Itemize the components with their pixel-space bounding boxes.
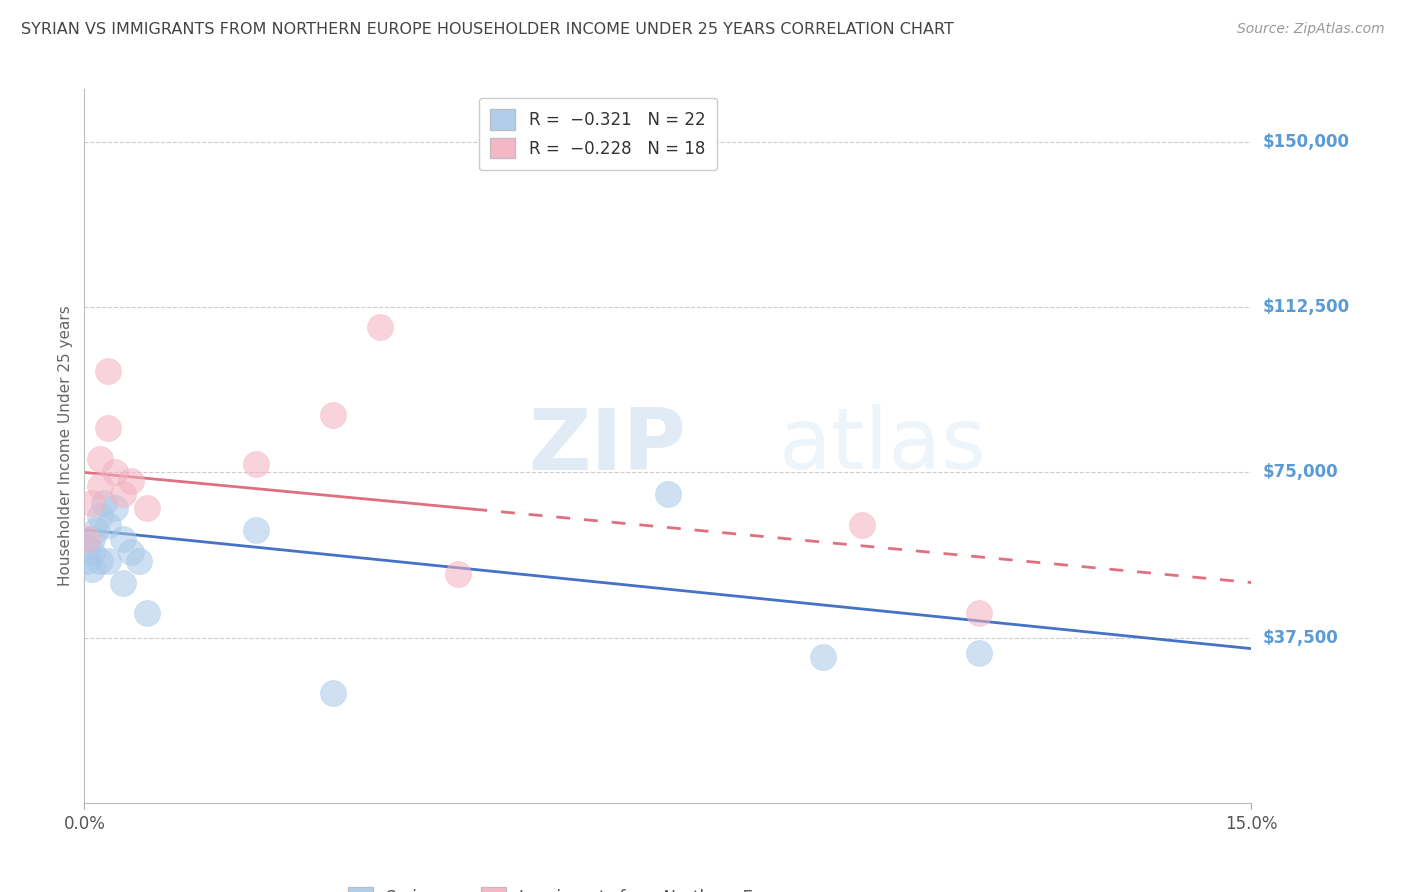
- Point: [97, 518, 120, 533]
- Point: [84, 523, 107, 537]
- Point: [120, 545, 142, 559]
- Text: $150,000: $150,000: [1263, 133, 1350, 151]
- Point: [89, 478, 111, 492]
- Text: ZIP: ZIP: [527, 404, 686, 488]
- Text: atlas: atlas: [779, 404, 987, 488]
- Point: [135, 607, 157, 621]
- Point: [112, 487, 135, 501]
- Point: [245, 523, 267, 537]
- Point: [120, 475, 142, 489]
- Point: [93, 496, 115, 510]
- Point: [82, 496, 104, 510]
- Point: [813, 650, 835, 665]
- Point: [82, 545, 104, 559]
- Point: [97, 421, 120, 435]
- Y-axis label: Householder Income Under 25 years: Householder Income Under 25 years: [58, 306, 73, 586]
- Point: [967, 646, 990, 660]
- Text: $37,500: $37,500: [1263, 629, 1339, 647]
- Point: [967, 607, 990, 621]
- Point: [322, 686, 344, 700]
- Point: [89, 509, 111, 524]
- Text: $75,000: $75,000: [1263, 464, 1339, 482]
- Point: [447, 566, 470, 581]
- Point: [97, 364, 120, 378]
- Point: [112, 532, 135, 546]
- Point: [128, 553, 150, 567]
- Point: [104, 500, 127, 515]
- Point: [368, 320, 391, 334]
- Text: Source: ZipAtlas.com: Source: ZipAtlas.com: [1237, 22, 1385, 37]
- Point: [657, 487, 679, 501]
- Point: [76, 541, 98, 555]
- Point: [104, 466, 127, 480]
- Point: [89, 553, 111, 567]
- Point: [245, 457, 267, 471]
- Point: [135, 500, 157, 515]
- Point: [112, 575, 135, 590]
- Point: [76, 532, 98, 546]
- Point: [82, 532, 104, 546]
- Point: [77, 553, 100, 567]
- Point: [851, 518, 873, 533]
- Text: SYRIAN VS IMMIGRANTS FROM NORTHERN EUROPE HOUSEHOLDER INCOME UNDER 25 YEARS CORR: SYRIAN VS IMMIGRANTS FROM NORTHERN EUROP…: [21, 22, 953, 37]
- Point: [89, 452, 111, 467]
- Point: [97, 553, 120, 567]
- Point: [322, 408, 344, 422]
- Text: $112,500: $112,500: [1263, 298, 1350, 317]
- Legend: Syrians, Immigrants from Northern Europe: Syrians, Immigrants from Northern Europe: [336, 875, 813, 892]
- Point: [82, 562, 104, 576]
